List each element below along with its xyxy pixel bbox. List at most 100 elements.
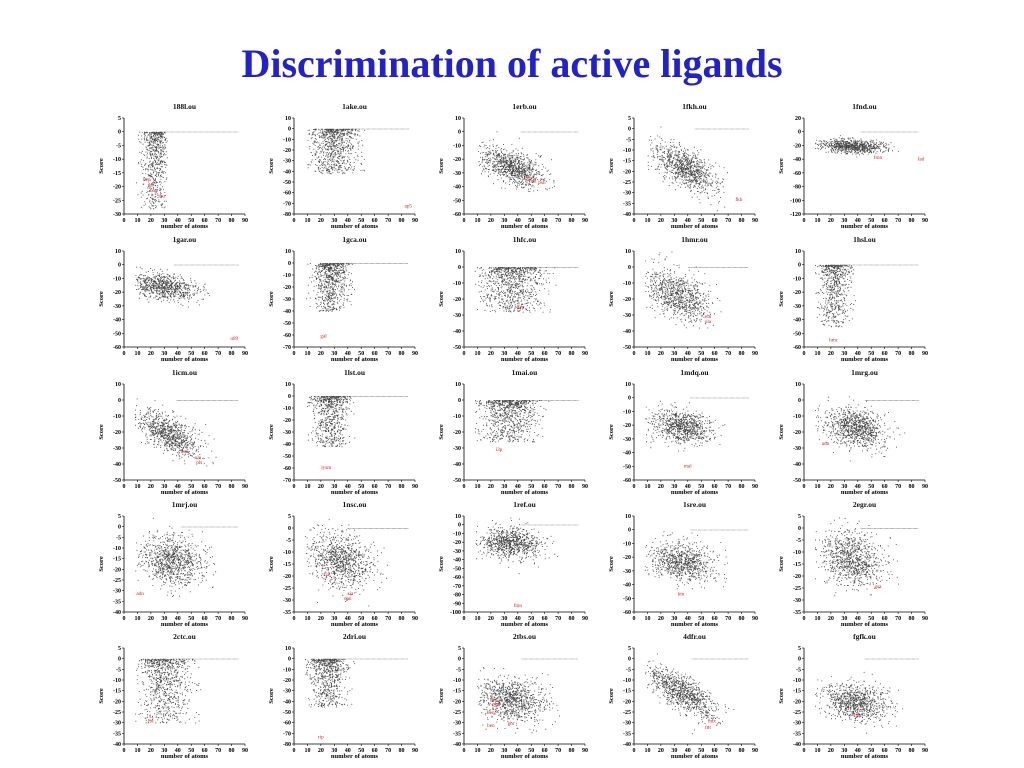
y-tick-label: -10 xyxy=(623,678,631,684)
y-tick-label: -30 xyxy=(793,598,801,604)
y-tick-label: 0 xyxy=(118,398,121,404)
y-tick-label: -20 xyxy=(453,297,461,303)
x-tick-label: 10 xyxy=(134,616,140,622)
y-tick-label: -40 xyxy=(453,558,461,564)
y-tick-label: -10 xyxy=(113,678,121,684)
x-tick-label: 40 xyxy=(855,616,861,622)
scatter-panel-1hsl-ou: 1hsl.ou0 10 20 30 40 50 60 70 80 90100-10-20-30-4… xyxy=(778,235,928,363)
y-axis-label: Score xyxy=(268,424,275,440)
x-tick-label: 80 xyxy=(569,218,575,224)
x-tick-label: 40 xyxy=(515,218,521,224)
y-tick-label: 0 xyxy=(118,657,121,663)
x-tick-label: 80 xyxy=(909,218,915,224)
y-tick-label: -60 xyxy=(623,610,631,616)
y-tick-label: -30 xyxy=(623,191,631,197)
zero-score-row xyxy=(176,400,238,401)
y-tick-label: -50 xyxy=(623,596,631,602)
y-tick-label: -100 xyxy=(450,610,461,616)
y-tick-label: 10 xyxy=(455,382,461,388)
active-ligand-label: fkb xyxy=(735,196,742,203)
x-tick-label: 80 xyxy=(569,484,575,490)
x-tick-label: 10 xyxy=(474,616,480,622)
zero-score-row xyxy=(335,263,408,264)
zero-score-row xyxy=(159,131,239,133)
active-ligand-label: ola xyxy=(705,319,712,325)
panel-title: 2dri.ou xyxy=(343,632,366,641)
y-axis-label: Score xyxy=(98,556,105,572)
x-tick-label: 30 xyxy=(331,218,337,224)
y-tick-label: -40 xyxy=(283,309,291,315)
x-tick-label: 0 xyxy=(803,484,806,490)
y-axis-label: Score xyxy=(438,291,445,307)
decoy-point-cloud xyxy=(815,135,899,158)
y-tick-label: -50 xyxy=(283,454,291,460)
x-tick-label: 10 xyxy=(474,351,480,357)
y-tick-label: -25 xyxy=(113,198,121,204)
decoy-point-cloud xyxy=(645,251,722,329)
y-tick-label: -20 xyxy=(113,567,121,573)
y-tick-label: -50 xyxy=(453,566,461,572)
y-tick-label: -20 xyxy=(793,290,801,296)
scatter-panel-1fkh-ou: 1fkh.ou0 10 20 30 40 50 60 70 80 9050-5-10-15-20-… xyxy=(608,102,758,230)
x-tick-label: 50 xyxy=(188,616,194,622)
zero-score-row xyxy=(333,658,408,660)
x-tick-label: 40 xyxy=(855,218,861,224)
y-tick-label: 10 xyxy=(285,116,291,122)
active-ligand-label: lbf xyxy=(148,718,154,725)
x-tick-label: 90 xyxy=(582,616,588,622)
panel-title: 1gca.ou xyxy=(342,235,366,244)
y-tick-label: 10 xyxy=(795,249,801,255)
y-tick-label: -10 xyxy=(283,550,291,556)
y-tick-label: -20 xyxy=(793,430,801,436)
x-tick-label: 90 xyxy=(752,748,758,754)
x-tick-label: 70 xyxy=(385,484,391,490)
x-tick-label: 60 xyxy=(202,484,208,490)
x-tick-label: 70 xyxy=(895,484,901,490)
y-tick-label: -80 xyxy=(453,593,461,599)
y-axis-label: Score xyxy=(778,556,785,572)
x-tick-label: 10 xyxy=(134,748,140,754)
y-tick-label: 10 xyxy=(455,249,461,255)
x-tick-label: 0 xyxy=(633,351,636,357)
zero-score-row xyxy=(694,128,749,130)
x-tick-label: 20 xyxy=(828,218,834,224)
decoy-point-cloud xyxy=(645,400,726,452)
y-tick-label: -35 xyxy=(283,610,291,616)
zero-score-row xyxy=(335,396,408,397)
x-axis-label: number of atoms xyxy=(841,489,889,496)
x-tick-label: 70 xyxy=(725,616,731,622)
x-tick-label: 60 xyxy=(372,218,378,224)
y-tick-label: -60 xyxy=(113,345,121,351)
y-tick-label: -15 xyxy=(113,171,121,177)
y-tick-label: -90 xyxy=(453,601,461,607)
y-tick-label: -50 xyxy=(453,198,461,204)
y-tick-label: -20 xyxy=(623,423,631,429)
y-tick-label: 0 xyxy=(458,657,461,663)
x-axis-label: number of atoms xyxy=(671,621,719,628)
x-tick-label: 20 xyxy=(148,748,154,754)
y-tick-label: -5 xyxy=(796,538,801,544)
panel-title: 1hsl.ou xyxy=(853,235,876,244)
y-tick-label: -50 xyxy=(113,478,121,484)
panel-title: 1lst.ou xyxy=(344,368,365,377)
x-tick-label: 60 xyxy=(712,351,718,357)
x-tick-label: 30 xyxy=(501,616,507,622)
active-ligand-label: ben xyxy=(490,697,498,703)
y-tick-label: -50 xyxy=(793,478,801,484)
zero-score-row xyxy=(691,658,748,660)
y-tick-label: -60 xyxy=(453,575,461,581)
y-tick-label: 0 xyxy=(288,526,291,532)
y-tick-label: -20 xyxy=(283,574,291,580)
x-tick-label: 10 xyxy=(644,616,650,622)
scatter-panel-1erb-ou: 1erb.ou0 10 20 30 40 50 60 70 80 90100-10-20-30-4… xyxy=(438,102,588,230)
y-tick-label: 5 xyxy=(458,646,461,652)
y-tick-label: 10 xyxy=(285,646,291,652)
x-axis-label: number of atoms xyxy=(161,753,209,760)
y-tick-label: 0 xyxy=(288,127,291,133)
y-tick-label: -70 xyxy=(283,345,291,351)
y-tick-label: -15 xyxy=(453,689,461,695)
scatter-panel-1mai-ou: 1mai.ou0 10 20 30 40 50 60 70 80 90100-10-20-30-4… xyxy=(438,368,588,496)
x-axis-label: number of atoms xyxy=(501,621,549,628)
x-tick-label: 80 xyxy=(909,484,915,490)
x-tick-label: 60 xyxy=(202,218,208,224)
